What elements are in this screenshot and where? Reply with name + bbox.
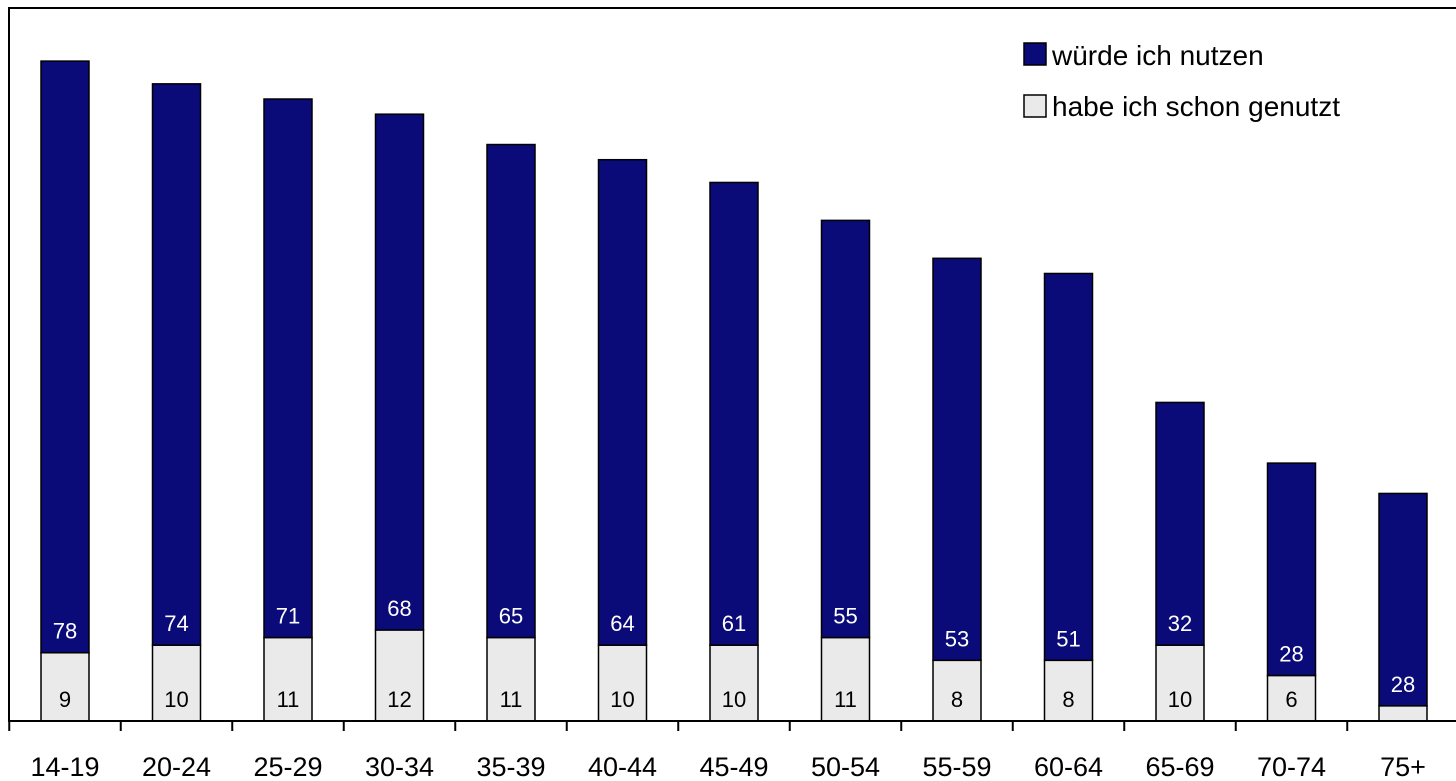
data-label-wuerde-ich-nutzen-30-34: 68 [387, 596, 411, 621]
x-tick-label-75plus: 75+ [1380, 752, 1426, 781]
data-label-wuerde-ich-nutzen-55-59: 53 [945, 626, 969, 651]
data-label-habe-ich-schon-genutzt-25-29: 11 [277, 687, 300, 712]
bar-wuerde-ich-nutzen-55-59 [932, 257, 982, 662]
x-tick-label-35-39: 35-39 [476, 752, 545, 781]
x-tick-label-45-49: 45-49 [699, 752, 768, 781]
x-tick-label-65-69: 65-69 [1145, 752, 1214, 781]
data-label-habe-ich-schon-genutzt-35-39: 11 [500, 687, 523, 712]
data-label-wuerde-ich-nutzen-65-69: 32 [1168, 611, 1192, 636]
x-axis-ticks [8, 721, 1349, 731]
x-tick-label-60-64: 60-64 [1034, 752, 1103, 781]
data-label-wuerde-ich-nutzen-75plus: 28 [1391, 672, 1415, 697]
data-label-wuerde-ich-nutzen-35-39: 65 [499, 604, 523, 629]
data-label-wuerde-ich-nutzen-20-24: 74 [164, 611, 188, 636]
x-tick-label-55-59: 55-59 [922, 752, 991, 781]
bar-wuerde-ich-nutzen-40-44 [597, 158, 648, 646]
legend-swatch-wuerde-ich-nutzen [1023, 42, 1047, 66]
value-labels-layer: 9 78 10 74 11 71 12 68 11 65 10 64 10 61 11 55 8 53 8 51 10 3… [53, 596, 1415, 712]
bar-habe-ich-schon-genutzt-30-34 [374, 629, 425, 722]
bar-habe-ich-schon-genutzt-50-54 [820, 636, 871, 722]
x-axis-labels: 14-19 20-24 25-29 30-34 35-39 40-44 45-49 50-54… [30, 752, 1425, 781]
bar-wuerde-ich-nutzen-35-39 [486, 143, 536, 639]
x-tick-label-25-29: 25-29 [253, 752, 322, 781]
bar-wuerde-ich-nutzen-25-29 [263, 98, 313, 639]
x-tick-label-30-34: 30-34 [365, 752, 434, 781]
bar-habe-ich-schon-genutzt-55-59 [932, 659, 982, 722]
x-tick-label-50-54: 50-54 [811, 752, 880, 781]
x-tick-label-40-44: 40-44 [588, 752, 657, 781]
legend-label-habe-ich-schon-genutzt: habe ich schon genutzt [1052, 91, 1340, 122]
bar-wuerde-ich-nutzen-75plus [1378, 492, 1428, 707]
bar-habe-ich-schon-genutzt-35-39 [486, 636, 536, 722]
bar-wuerde-ich-nutzen-65-69 [1155, 401, 1205, 646]
data-label-wuerde-ich-nutzen-70-74: 28 [1279, 641, 1303, 666]
data-label-habe-ich-schon-genutzt-40-44: 10 [610, 687, 634, 712]
bar-wuerde-ich-nutzen-30-34 [374, 113, 425, 631]
data-label-habe-ich-schon-genutzt-65-69: 10 [1168, 687, 1192, 712]
bar-wuerde-ich-nutzen-50-54 [820, 219, 871, 639]
bar-wuerde-ich-nutzen-14-19 [40, 60, 90, 654]
data-label-habe-ich-schon-genutzt-30-34: 12 [387, 687, 411, 712]
x-tick-label-70-74: 70-74 [1257, 752, 1326, 781]
bar-habe-ich-schon-genutzt-60-64 [1043, 659, 1094, 722]
data-label-habe-ich-schon-genutzt-50-54: 11 [834, 687, 857, 712]
bar-habe-ich-schon-genutzt-25-29 [263, 636, 313, 722]
data-label-habe-ich-schon-genutzt-45-49: 10 [722, 687, 746, 712]
data-label-habe-ich-schon-genutzt-20-24: 10 [164, 687, 188, 712]
legend: würde ich nutzen habe ich schon genutzt [1023, 40, 1340, 122]
data-label-wuerde-ich-nutzen-50-54: 55 [833, 604, 857, 629]
bar-habe-ich-schon-genutzt-40-44 [597, 644, 648, 722]
data-label-habe-ich-schon-genutzt-55-59: 8 [951, 687, 963, 712]
data-label-wuerde-ich-nutzen-40-44: 64 [610, 611, 634, 636]
data-label-habe-ich-schon-genutzt-14-19: 9 [59, 687, 71, 712]
legend-label-wuerde-ich-nutzen: würde ich nutzen [1051, 40, 1264, 71]
bar-habe-ich-schon-genutzt-75plus [1378, 705, 1428, 722]
x-tick-label-20-24: 20-24 [142, 752, 211, 781]
bar-wuerde-ich-nutzen-20-24 [151, 83, 202, 646]
data-label-wuerde-ich-nutzen-14-19: 78 [53, 619, 77, 644]
data-label-habe-ich-schon-genutzt-70-74: 6 [1285, 687, 1297, 712]
bar-wuerde-ich-nutzen-45-49 [709, 181, 759, 646]
data-label-wuerde-ich-nutzen-45-49: 61 [722, 611, 746, 636]
bar-habe-ich-schon-genutzt-14-19 [40, 651, 90, 722]
bar-wuerde-ich-nutzen-60-64 [1043, 272, 1094, 662]
data-label-habe-ich-schon-genutzt-60-64: 8 [1062, 687, 1074, 712]
x-tick-label-14-19: 14-19 [30, 752, 99, 781]
bar-wuerde-ich-nutzen-70-74 [1266, 462, 1317, 677]
data-label-wuerde-ich-nutzen-25-29: 71 [276, 604, 300, 629]
legend-swatch-habe-ich-schon-genutzt [1023, 94, 1047, 118]
data-label-wuerde-ich-nutzen-60-64: 51 [1056, 626, 1080, 651]
bars-layer [40, 60, 1428, 722]
